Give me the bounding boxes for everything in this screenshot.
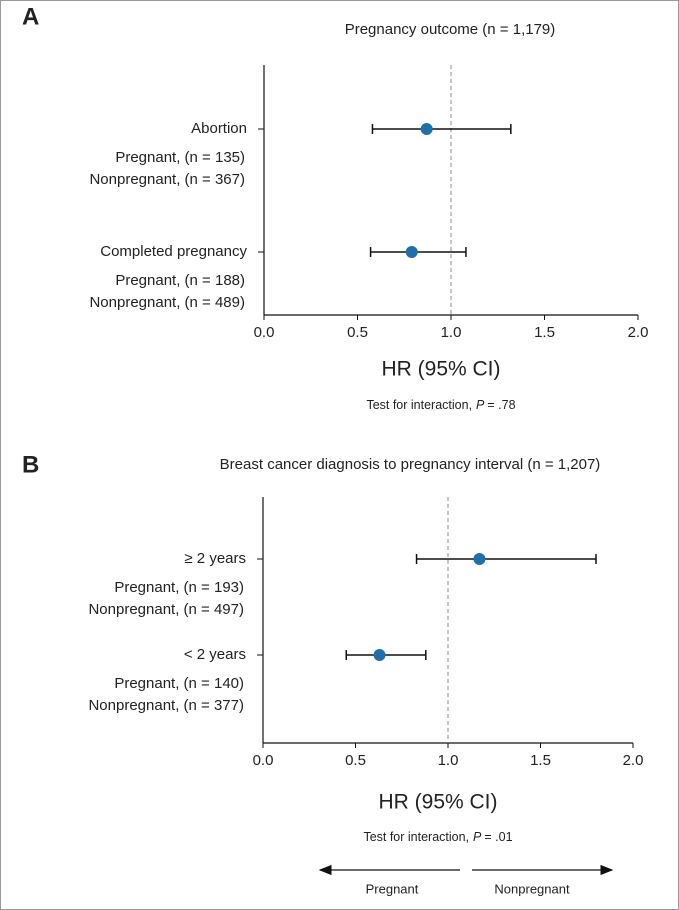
x-tick-label: 1.0 xyxy=(441,324,462,341)
note-p: P xyxy=(473,830,482,844)
category-note: Nonpregnant, (n = 367) xyxy=(89,171,245,188)
category-note: Nonpregnant, (n = 497) xyxy=(88,601,244,618)
x-axis-label: HR (95% CI) xyxy=(381,358,500,381)
x-tick-label: 2.0 xyxy=(623,752,644,769)
point xyxy=(373,649,386,661)
x-tick-label: 1.5 xyxy=(530,752,551,769)
x-tick-label: 1.5 xyxy=(534,324,555,341)
category-label: ≥ 2 years xyxy=(184,550,246,567)
panel-label: B xyxy=(22,451,39,478)
note-value: = .78 xyxy=(487,398,515,412)
note-text: Test for interaction, xyxy=(363,830,469,844)
note-text: Test for interaction, xyxy=(366,398,472,412)
direction-label: Pregnant xyxy=(366,881,419,896)
point xyxy=(405,246,418,258)
category-note: Pregnant, (n = 135) xyxy=(115,149,245,166)
category-note: Pregnant, (n = 140) xyxy=(114,675,244,692)
category-note: Pregnant, (n = 188) xyxy=(115,272,245,289)
category-label: Abortion xyxy=(191,120,247,137)
x-tick-label: 0.0 xyxy=(253,752,274,769)
x-axis-label: HR (95% CI) xyxy=(378,791,497,814)
x-tick-label: 2.0 xyxy=(628,324,649,341)
category-label: Completed pregnancy xyxy=(100,243,247,260)
note: Test for interaction, P = .78 xyxy=(366,398,515,412)
chart-title: Breast cancer diagnosis to pregnancy int… xyxy=(220,456,601,473)
category-label: < 2 years xyxy=(184,646,246,663)
note-value: = .01 xyxy=(484,830,512,844)
x-tick-label: 1.0 xyxy=(438,752,459,769)
note-p: P xyxy=(476,398,485,412)
chart-title: Pregnancy outcome (n = 1,179) xyxy=(345,21,556,38)
category-note: Pregnant, (n = 193) xyxy=(114,579,244,596)
category-note: Nonpregnant, (n = 377) xyxy=(88,697,244,714)
direction-label: Nonpregnant xyxy=(494,881,570,896)
category-note: Nonpregnant, (n = 489) xyxy=(89,294,245,311)
panel-label: A xyxy=(22,3,39,30)
x-tick-label: 0.0 xyxy=(254,324,275,341)
point xyxy=(473,553,486,565)
point xyxy=(420,123,433,135)
x-tick-label: 0.5 xyxy=(347,324,368,341)
note: Test for interaction, P = .01 xyxy=(363,830,512,844)
x-tick-label: 0.5 xyxy=(345,752,366,769)
